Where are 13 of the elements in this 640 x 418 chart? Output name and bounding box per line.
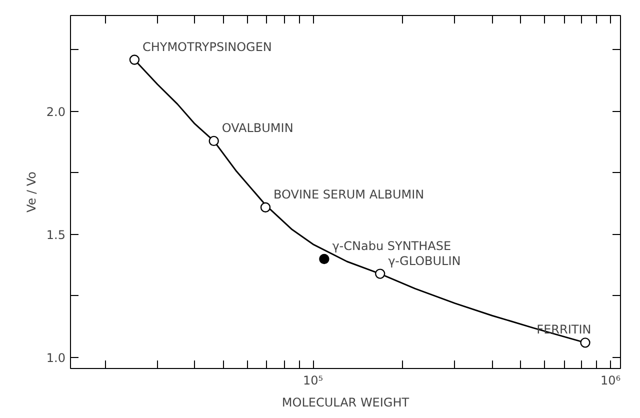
annotation: γ-GLOBULIN — [388, 254, 461, 268]
x-tick-label: 10⁶ — [600, 374, 621, 388]
y-tick-label: 1.5 — [46, 228, 66, 242]
y-tick-label: 1.0 — [46, 350, 66, 365]
y-axis-title: Ve / Vo — [24, 172, 38, 212]
y-tick-label: 2.0 — [46, 104, 66, 119]
annotation: CHYMOTRYPSINOGEN — [142, 40, 272, 54]
annotation: BOVINE SERUM ALBUMIN — [273, 187, 424, 202]
annotation: FERRITIN — [536, 322, 592, 337]
annotation: γ-CNabu SYNTHASE — [332, 239, 452, 254]
x-tick-label: 10⁵ — [303, 374, 324, 388]
x-axis-title: MOLECULAR WEIGHT — [282, 396, 410, 410]
annotation: OVALBUMIN — [222, 120, 294, 135]
